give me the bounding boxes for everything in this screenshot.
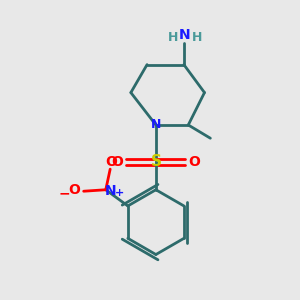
Text: S: S <box>150 154 161 169</box>
Text: N: N <box>179 28 190 42</box>
Text: −: − <box>59 187 70 201</box>
Text: +: + <box>114 188 124 198</box>
Text: H: H <box>192 31 202 44</box>
Text: O: O <box>106 155 118 169</box>
Text: O: O <box>188 155 200 169</box>
Text: N: N <box>151 118 161 131</box>
Text: O: O <box>68 183 80 197</box>
Text: O: O <box>112 155 124 169</box>
Text: H: H <box>167 31 178 44</box>
Text: N: N <box>104 184 116 198</box>
